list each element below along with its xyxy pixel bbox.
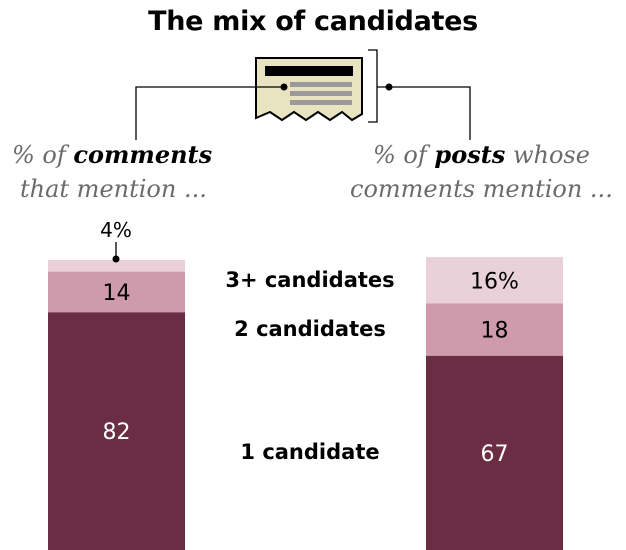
bar1-label-1: 82	[103, 420, 131, 445]
chart-title: The mix of candidates	[148, 6, 478, 37]
document-icon	[255, 57, 363, 122]
bar1-segment-3plus	[48, 260, 185, 272]
bar2-segment-3plus	[426, 257, 563, 304]
bar1-segment-1	[48, 312, 185, 550]
bar2-segment-2	[426, 303, 563, 356]
legend-3plus-candidates: 3+ candidates	[225, 268, 395, 292]
bar2-segment-1	[426, 355, 563, 550]
bar1-segment-2	[48, 271, 185, 313]
legend-1-candidate: 1 candidate	[240, 440, 380, 464]
bar1-3plus-label: 4%	[100, 218, 132, 242]
legend-2-candidates: 2 candidates	[234, 317, 386, 341]
right-heading-line2: comments mention ...	[350, 175, 613, 203]
right-heading-prefix: % of	[373, 141, 435, 169]
bar2-label-3plus: 16%	[470, 269, 519, 294]
left-column-heading: % of comments that mention ...	[12, 138, 212, 206]
left-connector	[135, 86, 284, 140]
left-heading-line2: that mention ...	[20, 175, 207, 203]
left-heading-line1: % of comments	[12, 138, 212, 172]
left-heading-emphasis: comments	[73, 140, 213, 169]
bar1-label-2: 14	[103, 281, 131, 306]
bar2-label-1: 67	[481, 442, 509, 467]
right-heading-emphasis: posts	[434, 140, 506, 169]
bar2-label-2: 18	[481, 319, 509, 344]
left-heading-prefix: % of	[12, 141, 74, 169]
callout-leader	[112, 242, 120, 263]
bars-group: 82 14 67 18 16%	[48, 257, 563, 550]
right-bracket-connector	[368, 49, 471, 140]
right-heading-line1: % of posts whose	[350, 138, 613, 172]
right-column-heading: % of posts whose comments mention ...	[350, 138, 613, 206]
right-heading-suffix: whose	[505, 141, 590, 169]
